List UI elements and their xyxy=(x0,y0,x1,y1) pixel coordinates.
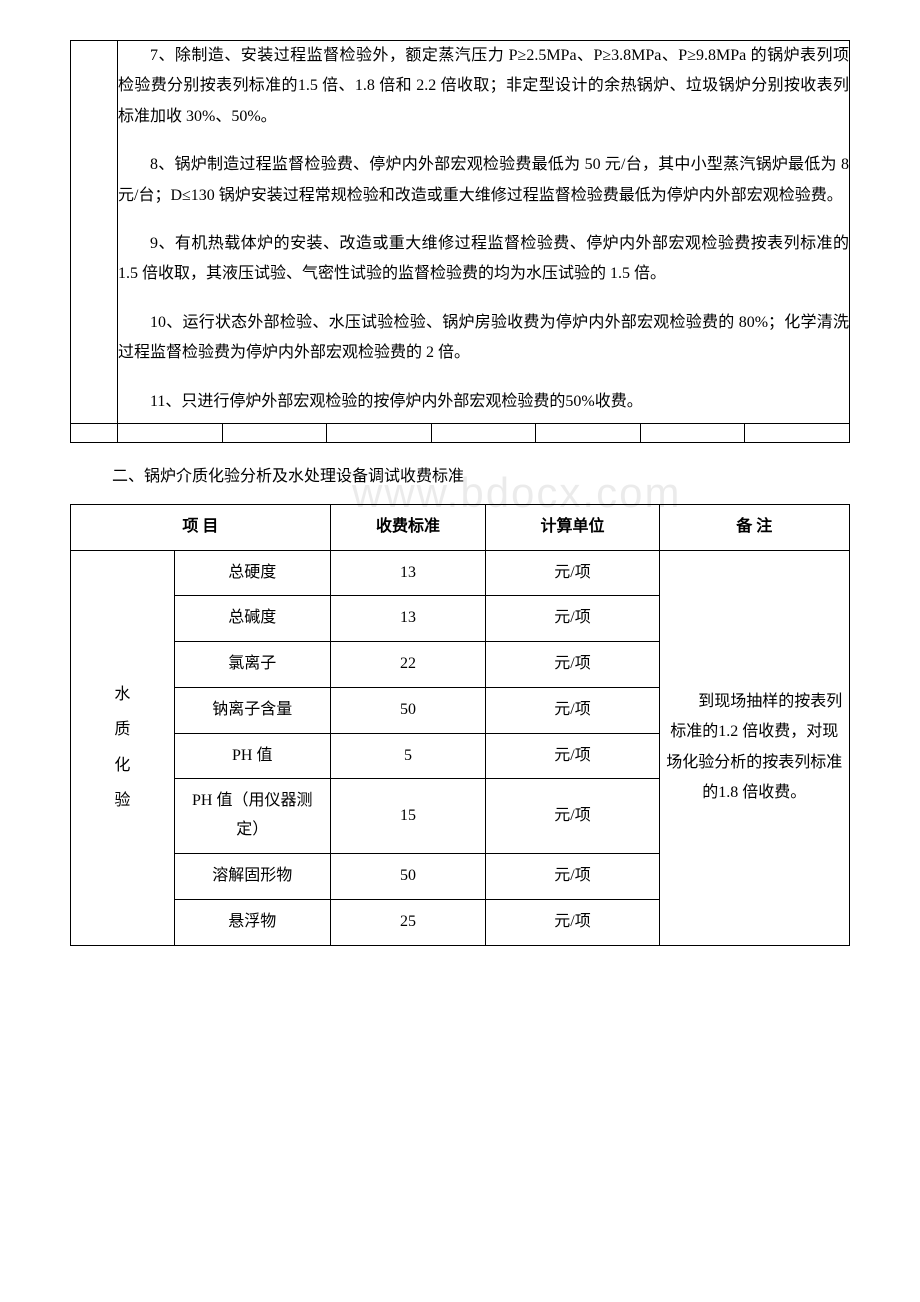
cell-item: PH 值 xyxy=(174,733,330,779)
cell-unit: 元/项 xyxy=(486,642,659,688)
cell-unit: 元/项 xyxy=(486,899,659,945)
table-row: 水质化验 总硬度 13 元/项 到现场抽样的按表列标准的1.2 倍收费，对现场化… xyxy=(71,550,850,596)
notes-cell: 7、除制造、安装过程监督检验外，额定蒸汽压力 P≥2.5MPa、P≥3.8MPa… xyxy=(118,41,850,424)
note-8: 8、锅炉制造过程监督检验费、停炉内外部宏观检验费最低为 50 元/台，其中小型蒸… xyxy=(118,150,849,211)
cell-unit: 元/项 xyxy=(486,733,659,779)
cell-fee: 22 xyxy=(330,642,486,688)
cell-item: 总碱度 xyxy=(174,596,330,642)
cell-unit: 元/项 xyxy=(486,687,659,733)
cell-fee: 15 xyxy=(330,779,486,854)
empty-row xyxy=(71,423,850,442)
hdr-unit: 计算单位 xyxy=(486,504,659,550)
empty-cell xyxy=(745,423,850,442)
cell-fee: 13 xyxy=(330,596,486,642)
cell-unit: 元/项 xyxy=(486,596,659,642)
empty-cell xyxy=(327,423,432,442)
notes-table: 7、除制造、安装过程监督检验外，额定蒸汽压力 P≥2.5MPa、P≥3.8MPa… xyxy=(70,40,850,443)
note-11: 11、只进行停炉外部宏观检验的按停炉内外部宏观检验费的50%收费。 xyxy=(118,387,849,417)
cell-unit: 元/项 xyxy=(486,779,659,854)
cell-item: 氯离子 xyxy=(174,642,330,688)
cell-item: PH 值（用仪器测定） xyxy=(174,779,330,854)
empty-cell xyxy=(118,423,223,442)
cell-item: 悬浮物 xyxy=(174,899,330,945)
empty-cell xyxy=(222,423,327,442)
section-title: 二、锅炉介质化验分析及水处理设备调试收费标准 xyxy=(112,468,464,485)
cell-item: 总硬度 xyxy=(174,550,330,596)
section-title-wrap: 二、锅炉介质化验分析及水处理设备调试收费标准 www.bdocx.com xyxy=(80,463,850,492)
cell-fee: 5 xyxy=(330,733,486,779)
cell-unit: 元/项 xyxy=(486,854,659,900)
empty-cell xyxy=(536,423,641,442)
note-10: 10、运行状态外部检验、水压试验检验、锅炉房验收费为停炉内外部宏观检验费的 80… xyxy=(118,308,849,369)
cell-fee: 25 xyxy=(330,899,486,945)
hdr-project: 项 目 xyxy=(71,504,331,550)
note-9: 9、有机热载体炉的安装、改造或重大维修过程监督检验费、停炉内外部宏观检验费按表列… xyxy=(118,229,849,290)
cell-fee: 13 xyxy=(330,550,486,596)
cell-fee: 50 xyxy=(330,687,486,733)
cell-item: 溶解固形物 xyxy=(174,854,330,900)
empty-cell xyxy=(71,423,118,442)
cell-fee: 50 xyxy=(330,854,486,900)
row-group-label: 水质化验 xyxy=(71,550,175,945)
hdr-fee: 收费标准 xyxy=(330,504,486,550)
cell-unit: 元/项 xyxy=(486,550,659,596)
hdr-note: 备 注 xyxy=(659,504,849,550)
empty-cell xyxy=(431,423,536,442)
fee-table: 项 目 收费标准 计算单位 备 注 水质化验 总硬度 13 元/项 到现场抽样的… xyxy=(70,504,850,946)
notes-left-gutter xyxy=(71,41,118,424)
cell-note: 到现场抽样的按表列标准的1.2 倍收费，对现场化验分析的按表列标准的1.8 倍收… xyxy=(659,550,849,945)
empty-cell xyxy=(640,423,745,442)
table-header-row: 项 目 收费标准 计算单位 备 注 xyxy=(71,504,850,550)
note-7: 7、除制造、安装过程监督检验外，额定蒸汽压力 P≥2.5MPa、P≥3.8MPa… xyxy=(118,41,849,132)
cell-item: 钠离子含量 xyxy=(174,687,330,733)
notes-row: 7、除制造、安装过程监督检验外，额定蒸汽压力 P≥2.5MPa、P≥3.8MPa… xyxy=(71,41,850,424)
